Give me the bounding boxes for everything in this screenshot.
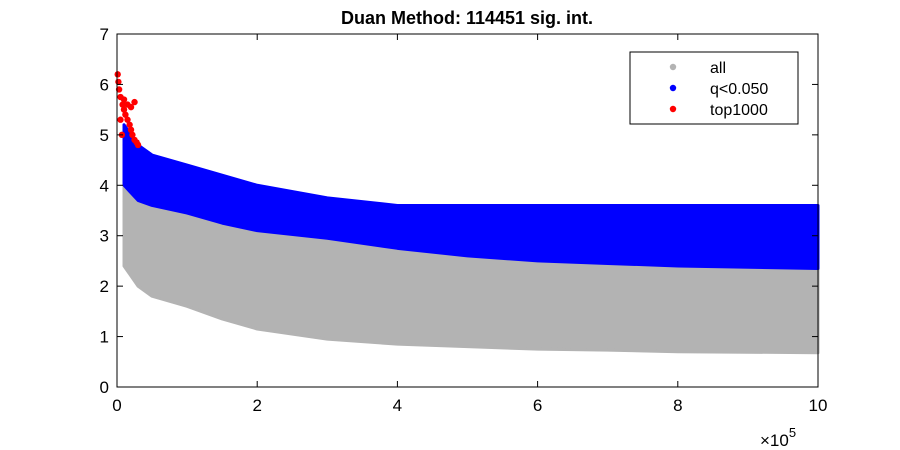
legend-item-all: all bbox=[669, 60, 726, 77]
x-tick-label: 4 bbox=[393, 396, 402, 415]
legend-marker bbox=[669, 63, 677, 71]
data-point-top1000 bbox=[117, 116, 124, 123]
data-point-top1000 bbox=[131, 98, 138, 106]
data-point-top1000 bbox=[127, 103, 135, 111]
y-tick-label: 0 bbox=[100, 378, 109, 397]
data-point-top1000 bbox=[122, 111, 129, 118]
legend-label: all bbox=[710, 60, 726, 77]
x-tick-label: 6 bbox=[533, 396, 542, 415]
legend-label: top1000 bbox=[710, 102, 768, 119]
legend-marker bbox=[669, 105, 677, 113]
y-tick-label: 4 bbox=[100, 176, 109, 195]
y-tick-label: 3 bbox=[100, 227, 109, 246]
data-point-top1000 bbox=[129, 131, 136, 139]
x-multiplier-label: ×105 bbox=[760, 425, 796, 450]
data-point-top1000 bbox=[120, 96, 128, 103]
legend-box bbox=[629, 51, 799, 125]
data-point-top1000 bbox=[127, 126, 135, 134]
y-tick-label: 2 bbox=[100, 277, 109, 296]
y-tick-label: 5 bbox=[100, 126, 109, 145]
axes-frame bbox=[116, 33, 819, 388]
legend-label: q<0.050 bbox=[710, 81, 768, 98]
legend-marker bbox=[669, 84, 677, 92]
x-tick-label: 0 bbox=[112, 396, 121, 415]
legend: all q<0.050 top1000 bbox=[629, 51, 799, 125]
data-point-top1000 bbox=[119, 101, 126, 108]
data-point-top1000 bbox=[120, 106, 128, 113]
x-tick-label: 2 bbox=[252, 396, 261, 415]
y-tick-label: 7 bbox=[100, 25, 109, 44]
x-multiplier-base: ×10 bbox=[760, 431, 789, 450]
chart-title: Duan Method: 114451 sig. int. bbox=[341, 8, 593, 28]
legend-item-top1000: top1000 bbox=[669, 102, 768, 119]
legend-item-q<0.050: q<0.050 bbox=[669, 81, 768, 98]
y-tick-label: 6 bbox=[100, 75, 109, 94]
legend-items: all q<0.050 top1000 bbox=[669, 60, 768, 119]
x-tick-label: 8 bbox=[673, 396, 682, 415]
y-tick-label: 1 bbox=[100, 328, 109, 347]
data-point-top1000 bbox=[114, 71, 121, 78]
ticks-layer: 0 2 4 6 8 10 0 1 2 3 4 5 6 7 bbox=[100, 25, 828, 415]
data-point-top1000 bbox=[126, 121, 133, 128]
data-point-top1000 bbox=[134, 141, 142, 149]
x-tick-label: 10 bbox=[809, 396, 828, 415]
data-point-top1000 bbox=[115, 86, 123, 93]
x-multiplier-exponent: 5 bbox=[789, 425, 796, 440]
data-point-top1000 bbox=[124, 116, 131, 123]
